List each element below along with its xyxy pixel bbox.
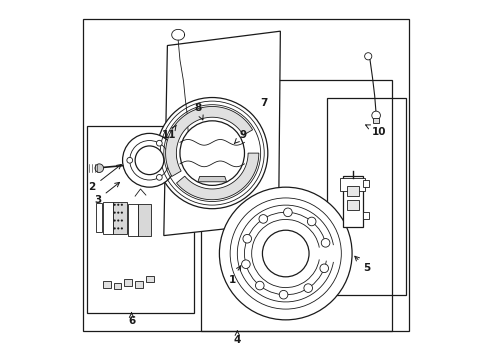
- Circle shape: [117, 220, 119, 222]
- Bar: [96, 203, 102, 232]
- Circle shape: [121, 220, 122, 222]
- Text: 2: 2: [88, 165, 121, 192]
- Bar: [102, 281, 110, 288]
- Circle shape: [113, 204, 116, 206]
- Polygon shape: [163, 31, 280, 235]
- Circle shape: [156, 140, 162, 146]
- Circle shape: [126, 157, 132, 163]
- Bar: [113, 202, 126, 234]
- Circle shape: [122, 134, 176, 187]
- Bar: [362, 212, 368, 220]
- Text: 8: 8: [194, 103, 203, 120]
- Text: 6: 6: [128, 312, 135, 325]
- Bar: [145, 276, 153, 282]
- Circle shape: [156, 98, 267, 209]
- Text: 10: 10: [365, 125, 386, 136]
- Text: 5: 5: [354, 256, 369, 273]
- Bar: [201, 80, 391, 330]
- Circle shape: [364, 53, 371, 60]
- Text: 4: 4: [233, 331, 241, 345]
- Bar: [128, 204, 138, 235]
- Circle shape: [117, 204, 119, 206]
- Polygon shape: [198, 176, 226, 182]
- Bar: [135, 281, 142, 288]
- Circle shape: [279, 291, 287, 299]
- Circle shape: [117, 227, 119, 229]
- Circle shape: [121, 227, 122, 229]
- Bar: [326, 98, 405, 295]
- Circle shape: [255, 281, 264, 290]
- Circle shape: [121, 204, 122, 206]
- Text: 3: 3: [94, 183, 119, 205]
- Circle shape: [180, 121, 244, 185]
- Polygon shape: [176, 153, 258, 200]
- Circle shape: [259, 215, 267, 223]
- Circle shape: [219, 187, 351, 320]
- Text: 9: 9: [234, 130, 246, 144]
- Bar: [346, 201, 359, 211]
- Circle shape: [113, 227, 116, 229]
- Bar: [343, 176, 362, 226]
- Bar: [102, 202, 113, 234]
- Bar: [138, 204, 151, 235]
- Bar: [362, 180, 368, 187]
- Circle shape: [371, 111, 380, 120]
- Bar: [124, 279, 132, 286]
- Text: 11: 11: [162, 125, 176, 140]
- Bar: [340, 178, 365, 191]
- Circle shape: [319, 264, 328, 273]
- Bar: [86, 126, 194, 313]
- Circle shape: [156, 175, 162, 180]
- Circle shape: [121, 212, 122, 214]
- Text: 7: 7: [260, 98, 267, 108]
- Circle shape: [95, 164, 103, 172]
- Circle shape: [135, 146, 163, 175]
- Circle shape: [113, 212, 116, 214]
- Text: 1: 1: [228, 266, 240, 285]
- Circle shape: [307, 217, 315, 226]
- Circle shape: [321, 239, 329, 247]
- Circle shape: [262, 230, 308, 277]
- Circle shape: [243, 234, 251, 243]
- Circle shape: [113, 220, 116, 222]
- Circle shape: [117, 212, 119, 214]
- Circle shape: [241, 260, 250, 269]
- Bar: [346, 186, 359, 196]
- Bar: [372, 118, 378, 123]
- Bar: [113, 283, 121, 289]
- Polygon shape: [165, 107, 252, 176]
- Circle shape: [283, 208, 292, 217]
- Bar: [83, 19, 408, 330]
- Circle shape: [303, 284, 312, 292]
